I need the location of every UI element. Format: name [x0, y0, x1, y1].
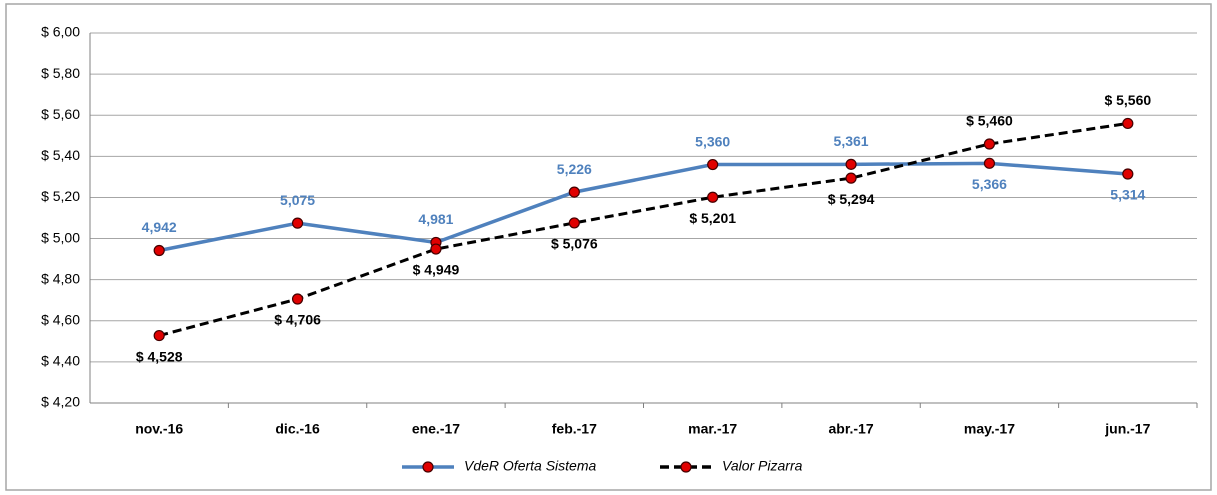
- data-label: 5,226: [557, 161, 592, 177]
- data-label: $ 5,460: [966, 113, 1013, 129]
- y-tick-label: $ 5,60: [41, 106, 80, 122]
- data-point: [845, 172, 857, 184]
- chart-frame: [5, 3, 1212, 491]
- y-tick-label: $ 4,60: [41, 311, 80, 327]
- series-line: [158, 121, 1129, 338]
- x-tick-label: nov.-16: [135, 421, 183, 437]
- legend-marker: [680, 461, 692, 473]
- x-tick-label: abr.-17: [828, 421, 873, 437]
- data-label: 4,981: [418, 211, 453, 227]
- data-label: $ 5,294: [828, 191, 875, 207]
- legend-marker: [422, 461, 434, 473]
- x-tick-label: ene.-17: [412, 421, 460, 437]
- data-point: [1122, 117, 1134, 130]
- data-label: 5,075: [280, 192, 315, 208]
- data-point: [568, 186, 580, 198]
- data-point: [983, 138, 996, 150]
- x-tick-label: feb.-17: [552, 421, 597, 437]
- data-point: [707, 158, 719, 171]
- data-point: [153, 329, 165, 342]
- series-line: [158, 161, 1128, 253]
- data-point: [1122, 168, 1134, 180]
- data-label: $ 4,706: [274, 312, 321, 328]
- data-label: $ 5,201: [689, 210, 736, 226]
- data-label: $ 4,528: [136, 348, 183, 364]
- data-point: [153, 244, 165, 257]
- y-tick-label: $ 5,00: [41, 229, 80, 245]
- x-tick-label: jun.-17: [1104, 421, 1150, 437]
- y-tick-label: $ 4,80: [41, 270, 80, 286]
- data-point: [568, 217, 580, 229]
- y-tick-label: $ 4,40: [41, 353, 80, 369]
- data-label: 4,942: [142, 219, 177, 235]
- y-tick-label: $ 5,20: [41, 188, 80, 204]
- data-label: $ 4,949: [413, 262, 460, 278]
- legend-label: Valor Pizarra: [722, 458, 803, 474]
- y-tick-label: $ 6,00: [41, 24, 80, 40]
- x-tick-label: may.-17: [964, 421, 1015, 437]
- data-label: 5,314: [1110, 187, 1145, 203]
- y-tick-label: $ 4,20: [41, 394, 80, 410]
- data-label: $ 5,076: [551, 236, 598, 252]
- data-point: [291, 293, 304, 305]
- data-point: [430, 243, 442, 255]
- y-tick-label: $ 5,40: [41, 147, 80, 163]
- y-tick-label: $ 5,80: [41, 65, 80, 81]
- data-label: 5,361: [834, 133, 869, 149]
- x-tick-label: mar.-17: [688, 421, 737, 437]
- data-point: [707, 191, 719, 203]
- x-tick-label: dic.-16: [275, 421, 320, 437]
- data-point: [291, 217, 304, 229]
- data-point: [983, 157, 996, 169]
- data-label: 5,360: [695, 133, 730, 149]
- data-point: [845, 158, 857, 170]
- data-label: $ 5,560: [1104, 92, 1151, 108]
- legend-label: VdeR Oferta Sistema: [464, 458, 596, 474]
- data-label: 5,366: [972, 176, 1007, 192]
